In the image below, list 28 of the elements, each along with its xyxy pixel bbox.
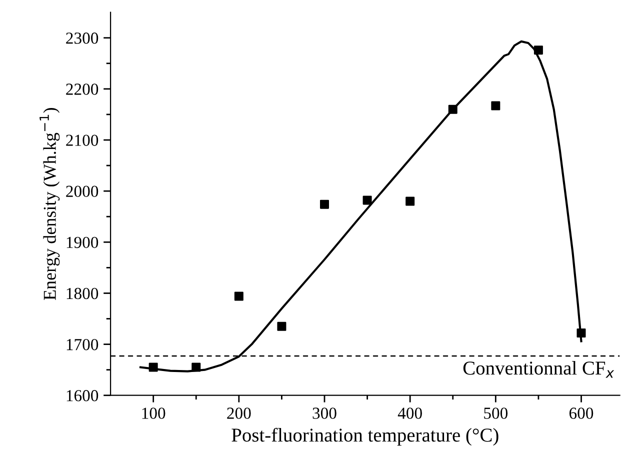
point	[491, 101, 500, 110]
y-tick-label: 2200	[66, 84, 98, 95]
x-axis-title: Post-fluorination temperature (°C)	[232, 428, 498, 446]
point	[448, 104, 458, 114]
y-tick-label: 1700	[66, 338, 98, 350]
x-tick-label: 200	[227, 408, 251, 419]
x-tick-label: 300	[312, 408, 336, 419]
point	[534, 46, 543, 55]
x-tick-label: 400	[398, 408, 422, 419]
y-axis-title: Energy density (Wh.kg$^{−1}$)	[40, 108, 60, 300]
point	[320, 200, 329, 209]
y-tick-label: 1600	[66, 390, 98, 402]
point	[362, 196, 372, 205]
y-tick-label: 2100	[66, 134, 98, 146]
point	[148, 362, 158, 372]
y-tick-label: 2300	[66, 32, 98, 44]
ref-line-label: Conventionnal CF$_{x}$	[463, 361, 614, 378]
y-tick-label: 1900	[66, 236, 98, 248]
point	[277, 322, 286, 331]
y-tick-label: 2000	[66, 186, 98, 198]
point	[576, 328, 586, 338]
point	[234, 292, 244, 301]
point	[406, 196, 415, 206]
point	[192, 362, 201, 372]
y-tick-label: 1800	[66, 288, 98, 300]
x-tick-label: 600	[569, 408, 594, 419]
x-tick-label: 500	[484, 408, 508, 419]
x-tick-label: 100	[142, 408, 166, 419]
